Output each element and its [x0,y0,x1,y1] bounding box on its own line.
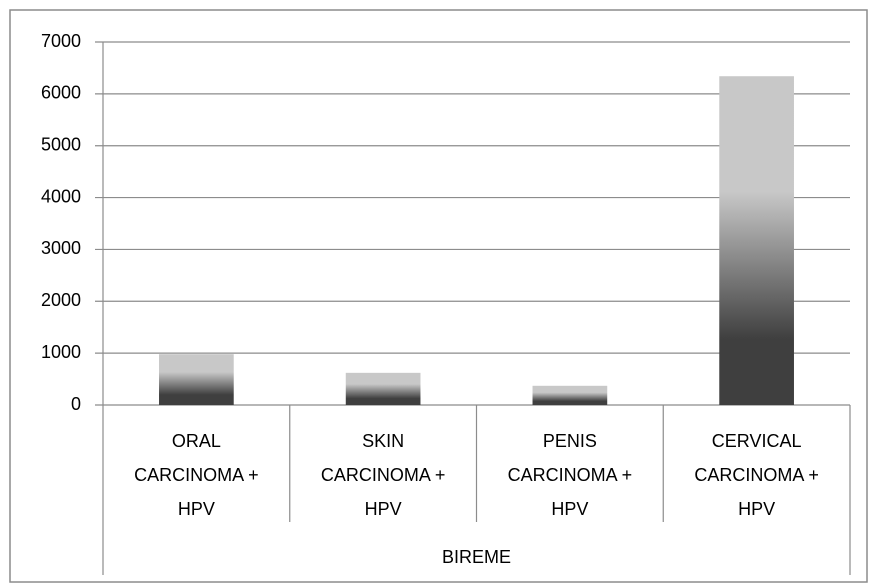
x-tick-label: ORAL CARCINOMA + HPV [134,431,259,519]
y-tick-label: 2000 [41,290,81,310]
y-tick-label: 4000 [41,186,81,206]
y-tick-label: 1000 [41,342,81,362]
bar [532,385,608,405]
x-tick-label: PENIS CARCINOMA + HPV [507,431,633,519]
y-tick-label: 0 [71,394,81,414]
x-tick-label: CERVICAL CARCINOMA + HPV [694,431,819,519]
y-tick-label: 7000 [41,31,81,51]
x-group-label: BIREME [441,547,511,567]
y-tick-label: 3000 [41,238,81,258]
x-tick-label: SKIN CARCINOMA + HPV [320,431,446,519]
bar [719,76,794,406]
y-tick-label: 6000 [41,83,81,103]
bar [345,372,421,405]
bar [159,354,234,405]
y-tick-label: 5000 [41,134,81,154]
